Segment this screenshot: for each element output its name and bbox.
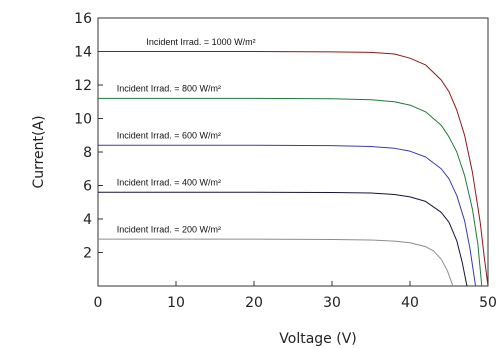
series-line-1 <box>98 97 483 287</box>
x-tick-label: 10 <box>167 295 185 311</box>
series-annotation: Incident Irrad. = 400 W/m² <box>117 178 221 188</box>
x-tick-label: 30 <box>323 295 341 311</box>
y-tick-label: 6 <box>83 179 92 195</box>
y-tick-label: 14 <box>74 45 92 61</box>
y-tick-label: 4 <box>83 212 92 228</box>
y-axis-label: Current(A) <box>31 115 47 188</box>
y-tick-label: 10 <box>74 112 92 128</box>
plot-frame <box>97 17 489 287</box>
series-line-2 <box>98 144 477 287</box>
series-annotations: Incident Irrad. = 1000 W/m² Incident Irra… <box>117 37 256 235</box>
series-annotation: Incident Irrad. = 200 W/m² <box>117 224 221 234</box>
y-tick-label: 8 <box>83 145 92 161</box>
series-line-3 <box>98 191 468 287</box>
series-annotation: Incident Irrad. = 1000 W/m² <box>146 37 255 47</box>
y-tick-label: 16 <box>74 11 92 27</box>
y-tick-label: 12 <box>74 78 92 94</box>
x-tick-label: 50 <box>479 295 497 311</box>
series-line-4 <box>98 238 454 287</box>
series-annotation: Incident Irrad. = 600 W/m² <box>117 131 221 141</box>
axis-ticks: 0 10 20 30 40 50 2 4 6 8 10 12 14 16 <box>74 11 497 311</box>
y-tick-label: 2 <box>83 246 92 262</box>
series-annotation: Incident Irrad. = 800 W/m² <box>117 84 221 94</box>
series-line-0 <box>98 51 489 287</box>
x-tick-label: 20 <box>245 295 263 311</box>
series-lines <box>98 51 489 287</box>
x-tick-label: 0 <box>94 295 103 311</box>
x-tick-label: 40 <box>401 295 419 311</box>
x-axis-label: Voltage (V) <box>279 331 356 347</box>
